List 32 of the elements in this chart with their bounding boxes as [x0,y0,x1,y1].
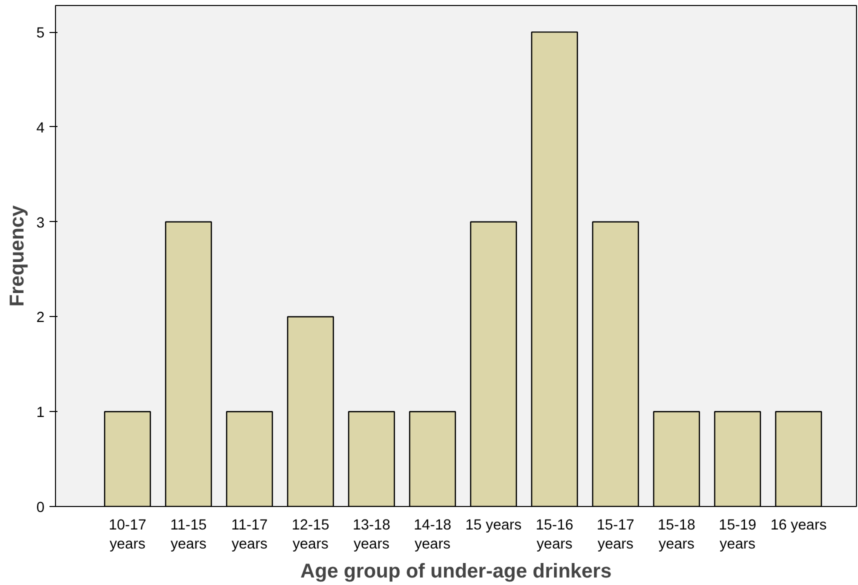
x-tick-label: 14-18 years [414,518,452,553]
y-tick-label: 4 [36,120,45,136]
x-tick-label: 11-15 years [170,518,207,553]
x-axis-title: Age group of under-age drinkers [300,560,612,583]
bar [287,316,334,506]
x-tick-label: 15-18 years [658,518,696,553]
x-tick-label: 10-17 years [108,518,146,553]
x-tick-label: 12-15 years [292,518,330,553]
x-tick-label: 15-19 years [718,518,756,553]
y-tick-label: 5 [36,26,45,42]
x-tick-label: 13-18 years [352,518,390,553]
bar [775,411,822,506]
y-axis-title: Frequency [6,204,28,307]
bar [409,411,456,506]
x-tick-label: 11-17 years [231,518,268,553]
x-tick-label: 16 years [770,518,827,534]
y-tick-label: 1 [36,405,45,422]
bar [531,31,578,506]
x-tick-label: 15-17 years [596,518,634,553]
bar [714,411,762,506]
x-tick-label: 15-16 years [536,518,574,553]
x-tick-label: 15 years [465,518,522,534]
bar [592,221,640,506]
y-tick-label: 3 [36,215,45,232]
bar [348,411,395,506]
bar [165,221,212,506]
bar [226,411,273,506]
y-tick-label: 0 [36,500,45,516]
y-tick-label: 2 [36,310,45,326]
bar [653,411,700,506]
bar [470,221,517,506]
bar [104,411,151,506]
